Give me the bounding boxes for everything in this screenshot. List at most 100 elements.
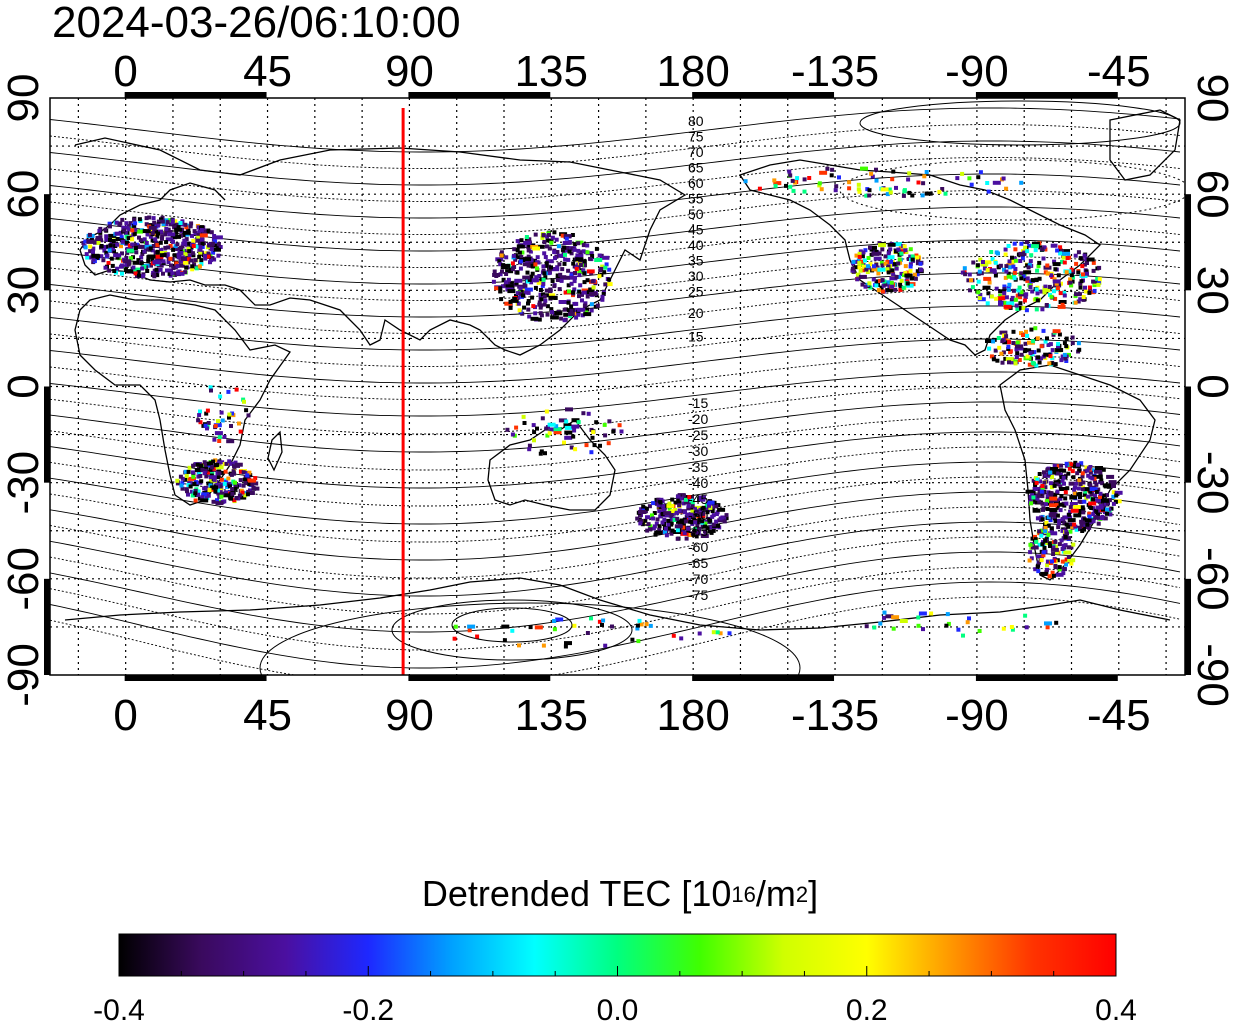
tec-point <box>601 255 610 260</box>
south-contour-label: -20 <box>688 411 708 427</box>
tec-point <box>132 260 141 265</box>
tec-point <box>226 476 231 481</box>
tec-point <box>592 443 597 448</box>
tec-point <box>216 491 225 496</box>
tec-point <box>1076 270 1081 275</box>
tec-point <box>554 237 559 242</box>
tec-point <box>648 524 653 529</box>
tec-point <box>645 515 653 520</box>
tec-point <box>880 278 885 283</box>
tec-point <box>125 250 130 255</box>
tec-point <box>898 282 903 287</box>
tec-point <box>978 170 983 175</box>
tec-point <box>527 314 532 319</box>
tec-point <box>591 285 596 290</box>
tec-point <box>521 293 525 298</box>
tec-point <box>648 623 653 628</box>
tec-point <box>1082 262 1087 267</box>
tec-point <box>581 243 586 248</box>
tec-point <box>1024 292 1029 297</box>
tec-point <box>1022 298 1027 303</box>
tec-point <box>715 630 720 635</box>
right-tick-bar <box>1185 194 1191 291</box>
tec-point <box>1056 344 1060 349</box>
right-lat-label: 30 <box>1188 266 1237 315</box>
tec-point <box>91 246 96 251</box>
tec-point <box>1080 505 1085 510</box>
tec-point <box>709 530 714 535</box>
contour-line <box>50 173 1181 219</box>
tec-point <box>504 280 509 285</box>
tec-point <box>1054 544 1059 549</box>
tec-point <box>229 424 233 428</box>
tec-point <box>134 250 139 255</box>
tec-point <box>139 255 144 260</box>
tec-point <box>582 263 587 268</box>
tec-point <box>225 482 230 487</box>
tec-point <box>1037 360 1042 365</box>
tec-point <box>1069 502 1078 506</box>
tec-point <box>531 423 536 428</box>
tec-point <box>107 248 112 253</box>
tec-point <box>903 248 908 253</box>
tec-point <box>865 270 870 274</box>
tec-point <box>1034 539 1039 544</box>
tec-point <box>686 526 690 531</box>
tec-point <box>1074 261 1079 266</box>
tec-point <box>890 177 895 182</box>
tec-point <box>148 246 153 251</box>
tec-point <box>640 522 645 527</box>
tec-point <box>1023 613 1028 618</box>
tec-point <box>539 449 544 454</box>
tec-point <box>230 411 235 416</box>
tec-point <box>585 307 590 312</box>
north-contour-label: 65 <box>688 160 704 176</box>
tec-point <box>109 241 114 246</box>
tec-point <box>124 262 129 267</box>
tec-point <box>542 251 547 256</box>
tec-point <box>539 313 544 318</box>
tec-point <box>191 463 196 468</box>
tec-point <box>654 521 659 526</box>
tec-point <box>1036 493 1041 498</box>
tec-point <box>542 302 547 307</box>
tec-point <box>1058 251 1063 256</box>
left-lat-label: -30 <box>0 451 48 515</box>
tec-point <box>695 527 700 532</box>
right-lat-label: -30 <box>1188 451 1237 515</box>
tec-point <box>1058 508 1063 513</box>
tec-point <box>663 526 668 531</box>
tec-point <box>155 254 164 259</box>
tec-point <box>1056 273 1061 278</box>
tec-point <box>1062 251 1071 256</box>
left-lat-label: 30 <box>0 266 48 315</box>
tec-point <box>903 271 908 275</box>
tec-point <box>104 250 109 255</box>
tec-point <box>639 622 644 627</box>
colorbar-title: Detrended TEC [1016/m2] <box>0 872 1240 921</box>
tec-point <box>700 506 705 511</box>
top-longitude-labels: 0 45 90 135 180 -135 -90 -45 <box>113 47 1150 96</box>
tec-point <box>1027 558 1032 563</box>
tec-point <box>186 228 191 233</box>
tec-point <box>630 637 635 642</box>
tec-point <box>142 229 151 234</box>
tec-point <box>519 238 524 243</box>
tec-point <box>929 611 934 616</box>
tec-point <box>569 281 574 286</box>
tec-point <box>222 481 227 486</box>
tec-point <box>544 293 549 298</box>
tec-point <box>1096 282 1101 287</box>
tec-point <box>700 524 705 529</box>
tec-point <box>1014 303 1019 308</box>
tec-point <box>575 257 584 262</box>
tec-point <box>860 262 865 267</box>
tec-point <box>108 238 112 242</box>
tec-point <box>691 513 696 518</box>
tec-point <box>1010 255 1014 260</box>
tec-point <box>232 498 237 503</box>
tec-point <box>87 232 92 237</box>
tec-point <box>111 246 115 251</box>
tec-point <box>1071 275 1075 280</box>
tec-point <box>527 443 532 448</box>
